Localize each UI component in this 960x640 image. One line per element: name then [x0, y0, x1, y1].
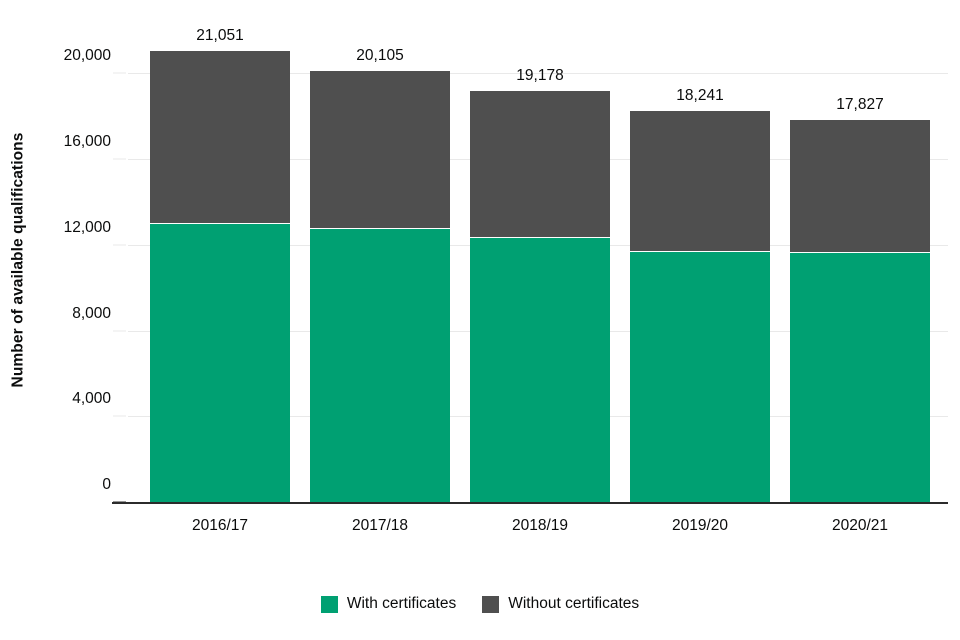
bar-group[interactable]: 17,827 2020/21: [790, 96, 930, 534]
x-axis-tick-label: 2020/21: [831, 517, 889, 534]
bar-group[interactable]: 19,178 2018/19: [470, 67, 610, 534]
legend-swatch-green-icon: [320, 595, 338, 613]
bar-total-label: 17,827: [836, 95, 884, 113]
x-axis-tick-label: 2018/19: [511, 517, 569, 534]
y-axis-tick-mark: [113, 158, 126, 160]
bar-group[interactable]: 18,241 2019/20: [630, 87, 770, 534]
y-axis-tick-mark: [113, 330, 126, 332]
y-axis-tick-mark: [113, 72, 126, 74]
chart-legend: With certificates Without certificates: [0, 595, 960, 613]
y-axis-tick-label: 20,000: [63, 47, 111, 65]
legend-item[interactable]: With certificates: [320, 595, 457, 613]
bar-segment-without-certificates[interactable]: [310, 71, 450, 228]
y-axis-tick-label: 12,000: [63, 218, 111, 236]
legend-item-label: Without certificates: [508, 595, 640, 612]
legend-swatch-gray-icon: [482, 595, 500, 613]
x-axis-tick-label: 2016/17: [191, 517, 249, 534]
y-axis-tick-mark: [113, 244, 126, 246]
bar-segment-with-certificates[interactable]: [310, 228, 450, 503]
plot-area: 0 4,000 8,000 12,000 16,000 20,000 21,051 2016…: [64, 27, 948, 534]
legend-item[interactable]: Without certificates: [482, 595, 639, 613]
bar-group[interactable]: 20,105 2017/18: [310, 47, 450, 534]
bar-segment-with-certificates[interactable]: [150, 224, 290, 503]
bar-segment-without-certificates[interactable]: [150, 50, 290, 224]
bar-segment-without-certificates[interactable]: [790, 119, 930, 253]
bar-total-label: 18,241: [676, 87, 724, 105]
y-axis-tick-label: 0: [102, 476, 111, 493]
bar-group[interactable]: 21,051 2016/17: [150, 27, 290, 534]
legend-item-label: With certificates: [346, 595, 457, 612]
bar-segment-without-certificates[interactable]: [630, 111, 770, 252]
bar-segment-without-certificates[interactable]: [470, 90, 610, 238]
x-axis-tick-label: 2017/18: [351, 517, 409, 534]
y-axis-title: Number of available qualifications: [0, 0, 36, 520]
bar-segment-with-certificates[interactable]: [790, 253, 930, 503]
bar-total-label: 21,051: [196, 26, 244, 44]
x-axis-line: [112, 502, 948, 504]
y-axis-tick-mark: [113, 415, 126, 417]
bar-total-label: 19,178: [516, 66, 564, 84]
bar-segment-with-certificates[interactable]: [470, 238, 610, 503]
bar-total-label: 20,105: [356, 47, 404, 65]
y-axis-tick-label: 16,000: [63, 133, 111, 151]
x-axis-tick-label: 2019/20: [671, 517, 729, 534]
y-axis-tick-label: 8,000: [72, 304, 111, 322]
bar-segment-with-certificates[interactable]: [630, 252, 770, 503]
gridline: [128, 73, 948, 75]
y-axis-tick-label: 4,000: [72, 390, 111, 408]
y-axis-title-text: Number of available qualifications: [9, 132, 26, 388]
